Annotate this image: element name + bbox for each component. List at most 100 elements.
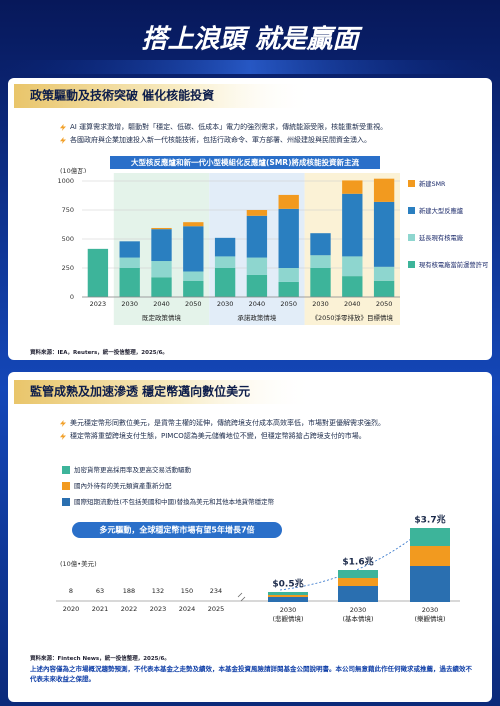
value-label: 63 bbox=[96, 587, 104, 595]
bar-segment bbox=[246, 274, 268, 297]
bar-segment bbox=[342, 193, 363, 257]
bar-segment bbox=[373, 201, 395, 267]
value-label: 132 bbox=[152, 587, 164, 595]
bar-segment bbox=[183, 226, 204, 272]
total-label: $0.5兆 bbox=[272, 578, 303, 590]
y-tick-label: 500 bbox=[62, 235, 74, 243]
disclaimer: 上述內容僅為之市場概況趨勢預測，不代表本基金之走勢及績效，本基金投資風險請詳閱基… bbox=[30, 665, 472, 683]
bar-segment bbox=[278, 281, 299, 297]
value-label: 150 bbox=[181, 587, 193, 595]
x-tick-label: 2020 bbox=[63, 605, 80, 613]
bar-segment bbox=[338, 570, 378, 578]
bar-segment bbox=[183, 222, 204, 227]
bullet: 美元穩定幣形同數位美元，是貨幣主權的延伸，傳統跨境支付成本高效率低，市場對更優解… bbox=[58, 418, 490, 429]
value-label: 8 bbox=[69, 587, 73, 595]
bar-segment bbox=[342, 256, 363, 277]
section-title: 政策驅動及技術突破 催化核能投資 bbox=[30, 88, 214, 103]
legend-label: 國內外待有的美元類資產重新分配 bbox=[74, 481, 172, 490]
bullet: AI 運算需求激增，驅動對「穩定、低碳、低成本」電力的強烈需求，傳統能源受限，核… bbox=[58, 122, 490, 133]
bar-segment bbox=[278, 194, 299, 209]
group-label: 承諾政策情境 bbox=[237, 313, 277, 322]
scenario-label: (樂觀情境) bbox=[414, 614, 445, 623]
x-tick-label: 2030 bbox=[422, 606, 439, 614]
bar-segment bbox=[373, 178, 395, 202]
bar-segment bbox=[183, 271, 204, 281]
bar-segment bbox=[310, 255, 331, 268]
bar-segment bbox=[373, 280, 395, 297]
section-title: 監管成熟及加速滲透 穩定幣邁向數位美元 bbox=[30, 384, 250, 399]
bar-segment bbox=[246, 215, 268, 258]
scenario-label: (悲觀情境) bbox=[272, 614, 303, 623]
legend-swatch bbox=[408, 207, 415, 214]
bar-segment bbox=[373, 266, 395, 281]
bar-segment bbox=[183, 280, 204, 297]
x-tick-label: 2040 bbox=[153, 300, 170, 308]
x-tick-label: 2022 bbox=[121, 605, 138, 613]
bar-segment bbox=[151, 277, 172, 297]
bar-segment bbox=[268, 592, 308, 595]
bar-segment bbox=[246, 210, 268, 216]
x-tick-label: 2030 bbox=[121, 300, 138, 308]
y-tick-label: 0 bbox=[70, 293, 74, 301]
bar-segment bbox=[87, 248, 109, 297]
x-tick-label: 2023 bbox=[150, 605, 167, 613]
bar-segment bbox=[338, 586, 378, 602]
legend-swatch bbox=[408, 261, 415, 268]
bar-segment bbox=[268, 595, 308, 597]
x-tick-label: 2030 bbox=[350, 606, 367, 614]
page-title: 搭上浪頭 就是贏面 bbox=[141, 25, 363, 55]
legend-label: 延長現有核電廠 bbox=[419, 233, 464, 242]
x-tick-label: 2030 bbox=[217, 300, 234, 308]
y-tick-label: 750 bbox=[62, 206, 74, 214]
bar-segment bbox=[268, 597, 308, 602]
bar-segment bbox=[278, 268, 299, 282]
x-tick-label: 2040 bbox=[249, 300, 266, 308]
x-tick-label: 2050 bbox=[280, 300, 297, 308]
bar-segment bbox=[119, 241, 140, 258]
bar-segment bbox=[214, 256, 236, 268]
x-tick-label: 2040 bbox=[344, 300, 361, 308]
legend-swatch bbox=[62, 466, 70, 474]
total-label: $1.6兆 bbox=[342, 556, 373, 568]
x-tick-label: 2024 bbox=[179, 605, 196, 613]
legend-swatch bbox=[408, 234, 415, 241]
bar-segment bbox=[246, 257, 268, 275]
axis-label: (10億瓦) bbox=[60, 166, 86, 175]
bar-segment bbox=[119, 268, 140, 297]
value-label: 234 bbox=[210, 587, 222, 595]
bar-segment bbox=[214, 268, 236, 297]
section-title-bar bbox=[14, 84, 314, 108]
group-label: 《2050淨零排放》目標情境 bbox=[312, 313, 394, 322]
y-tick-label: 1000 bbox=[57, 177, 74, 185]
y-tick-label: 250 bbox=[62, 264, 74, 272]
section-title-bar bbox=[14, 380, 314, 404]
bar-segment bbox=[151, 227, 172, 230]
legend-label: 現有核電廠當前運營許可 bbox=[419, 260, 488, 269]
bar-segment bbox=[119, 257, 140, 268]
scenario-label: (基本情境) bbox=[342, 614, 373, 623]
value-label: 188 bbox=[123, 587, 135, 595]
bar-segment bbox=[410, 546, 450, 566]
bar-segment bbox=[310, 268, 331, 297]
bar-segment bbox=[410, 566, 450, 602]
x-tick-label: 2030 bbox=[312, 300, 329, 308]
bar-segment bbox=[342, 180, 363, 194]
source: 資料來源：IEA，Reuters，統一投信整理，2025/6。 bbox=[30, 350, 168, 356]
bar-segment bbox=[410, 528, 450, 546]
x-tick-label: 2050 bbox=[185, 300, 202, 308]
chart-title-band bbox=[72, 522, 282, 538]
chart-title: 多元驅動，全球穩定幣市場有望5年增長7倍 bbox=[99, 525, 254, 535]
legend-label: 新建大型反應爐 bbox=[419, 206, 464, 215]
chart-title: 大型核反應爐和新一代小型模組化反應爐(SMR)將成核能投資新主流 bbox=[131, 157, 359, 167]
source: 資料來源：Fintech News，統一投信整理，2025/6。 bbox=[30, 656, 170, 662]
chart-title-band bbox=[110, 156, 380, 169]
x-tick-label: 2021 bbox=[92, 605, 109, 613]
legend-label: 加密貨幣更高採用率及更高交易活動驅動 bbox=[74, 465, 192, 474]
legend-swatch bbox=[408, 180, 415, 187]
axis-label: (10億•美元) bbox=[60, 559, 97, 568]
legend-swatch bbox=[62, 482, 70, 490]
x-tick-label: 2025 bbox=[208, 605, 225, 613]
bullet: 各國政府與企業加速投入新一代核能技術，包括行政命令、軍方部署、州級建設與民間資金… bbox=[58, 135, 490, 146]
